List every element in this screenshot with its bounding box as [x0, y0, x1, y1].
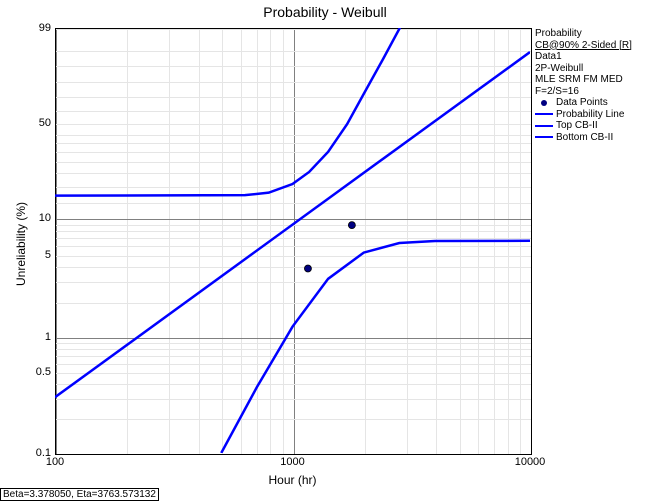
legend-line-swatch — [535, 113, 553, 115]
legend-label: Probability Line — [556, 109, 624, 121]
legend: ProbabilityCB@90% 2-Sided [R]Data12P-Wei… — [535, 28, 632, 143]
legend-line-swatch — [535, 136, 553, 138]
legend-label: Top CB-II — [556, 120, 598, 132]
legend-label: Data1 — [535, 51, 562, 63]
legend-label: 2P-Weibull — [535, 63, 583, 75]
footer-params: Beta=3.378050, Eta=3763.573132 — [0, 488, 159, 501]
x-axis-title: Hour (hr) — [55, 473, 530, 487]
legend-dot-swatch — [535, 100, 553, 106]
legend-item: Probability Line — [535, 109, 632, 121]
legend-label: F=2/S=16 — [535, 86, 579, 98]
chart-title: Probability - Weibull — [0, 4, 650, 20]
legend-label: MLE SRM FM MED — [535, 74, 623, 86]
legend-item: Bottom CB-II — [535, 132, 632, 144]
legend-line-swatch — [535, 125, 553, 127]
legend-item: Probability — [535, 28, 632, 40]
legend-item: F=2/S=16 — [535, 86, 632, 98]
legend-item: Top CB-II — [535, 120, 632, 132]
x-tick-label: 1000 — [280, 456, 304, 468]
x-tick-label: 10000 — [515, 456, 546, 468]
legend-item: Data1 — [535, 51, 632, 63]
y-tick-label: 5 — [27, 249, 51, 261]
plot-area — [55, 28, 532, 455]
legend-label: Bottom CB-II — [556, 132, 613, 144]
y-tick-label: 0.5 — [27, 366, 51, 378]
legend-item: MLE SRM FM MED — [535, 74, 632, 86]
y-tick-label: 10 — [27, 212, 51, 224]
legend-item: CB@90% 2-Sided [R] — [535, 40, 632, 52]
legend-item: Data Points — [535, 97, 632, 109]
y-axis-title: Unreliability (%) — [14, 201, 28, 285]
legend-label: CB@90% 2-Sided [R] — [535, 40, 632, 52]
legend-label: Data Points — [556, 97, 608, 109]
legend-label: Probability — [535, 28, 582, 40]
y-tick-label: 0.1 — [27, 447, 51, 459]
y-tick-label: 1 — [27, 331, 51, 343]
legend-item: 2P-Weibull — [535, 63, 632, 75]
y-tick-label: 50 — [27, 117, 51, 129]
y-tick-label: 99 — [27, 22, 51, 34]
